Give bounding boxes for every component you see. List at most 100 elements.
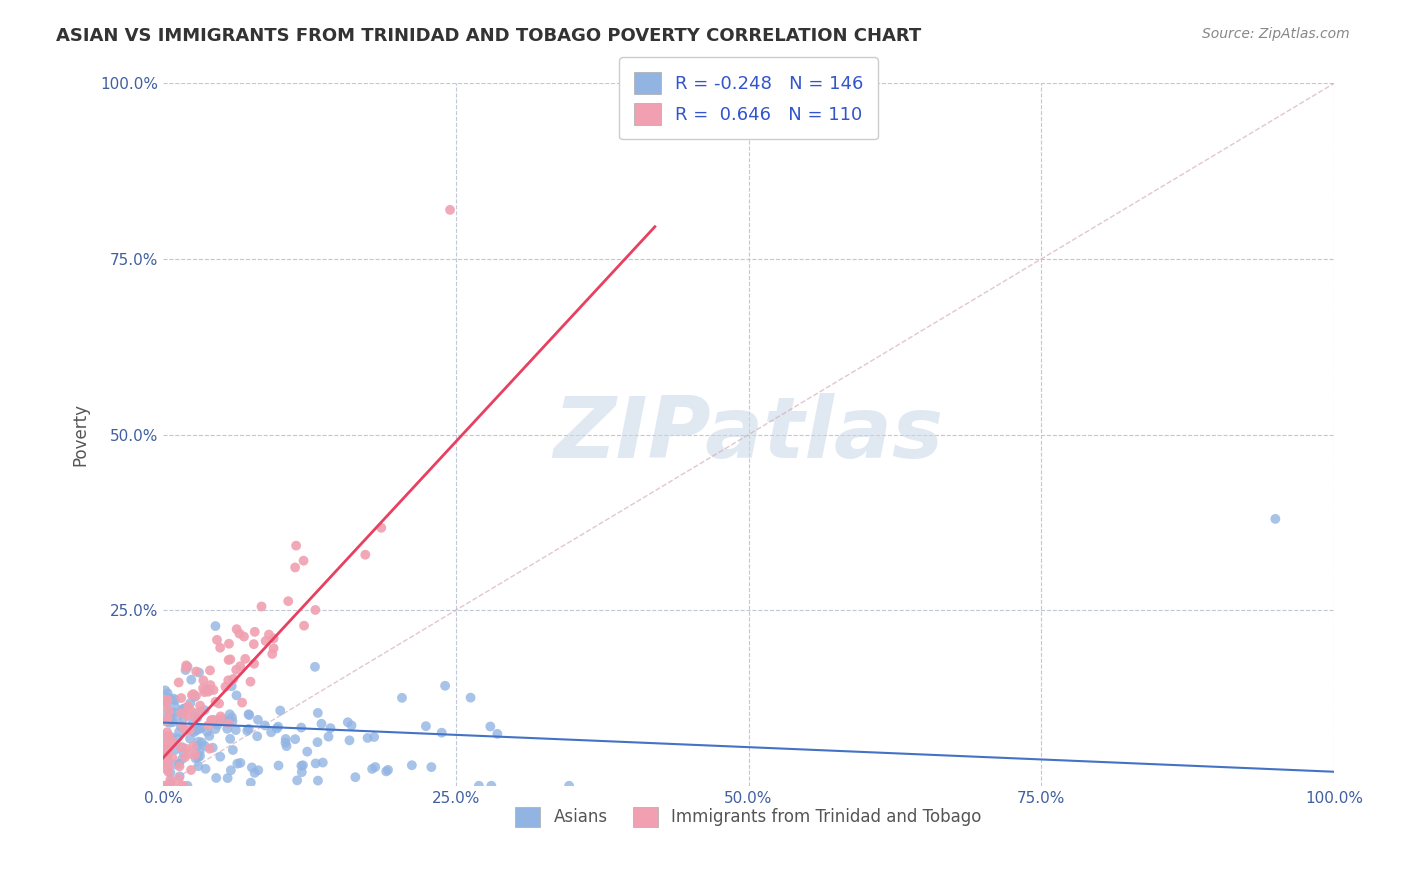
- Point: [176, 779, 198, 793]
- Point: [208, 697, 231, 711]
- Point: [198, 729, 221, 743]
- Point: [172, 719, 194, 733]
- Point: [160, 734, 183, 748]
- Point: [276, 739, 298, 753]
- Point: [181, 687, 204, 701]
- Point: [479, 779, 502, 793]
- Point: [173, 711, 195, 725]
- Point: [186, 711, 208, 725]
- Point: [181, 715, 204, 730]
- Point: [173, 746, 195, 760]
- Point: [183, 690, 205, 704]
- Point: [208, 712, 231, 726]
- Point: [181, 739, 204, 754]
- Point: [162, 715, 184, 730]
- Point: [187, 759, 209, 773]
- Point: [356, 731, 378, 745]
- Point: [486, 727, 509, 741]
- Point: [179, 731, 201, 746]
- Point: [153, 683, 176, 698]
- Point: [157, 729, 180, 743]
- Point: [184, 751, 207, 765]
- Point: [420, 760, 443, 774]
- Point: [184, 689, 207, 703]
- Point: [157, 704, 180, 718]
- Point: [188, 665, 211, 680]
- Point: [170, 740, 193, 755]
- Point: [193, 703, 215, 717]
- Point: [479, 719, 502, 733]
- Point: [238, 707, 260, 722]
- Point: [179, 696, 201, 710]
- Point: [292, 554, 315, 568]
- Point: [377, 763, 399, 777]
- Point: [204, 619, 226, 633]
- Point: [190, 721, 212, 735]
- Point: [157, 764, 180, 779]
- Point: [187, 750, 209, 764]
- Point: [354, 548, 377, 562]
- Point: [434, 679, 457, 693]
- Point: [188, 744, 211, 758]
- Point: [174, 723, 197, 737]
- Point: [228, 626, 250, 640]
- Point: [225, 663, 247, 677]
- Point: [184, 706, 207, 721]
- Point: [188, 722, 211, 736]
- Point: [170, 779, 193, 793]
- Point: [250, 599, 273, 614]
- Point: [219, 764, 242, 778]
- Point: [198, 682, 221, 697]
- Point: [155, 762, 177, 776]
- Point: [173, 701, 195, 715]
- Point: [174, 658, 197, 673]
- Text: ASIAN VS IMMIGRANTS FROM TRINIDAD AND TOBAGO POVERTY CORRELATION CHART: ASIAN VS IMMIGRANTS FROM TRINIDAD AND TO…: [56, 27, 921, 45]
- Legend: Asians, Immigrants from Trinidad and Tobago: Asians, Immigrants from Trinidad and Tob…: [509, 800, 988, 834]
- Point: [222, 743, 245, 757]
- Point: [180, 673, 202, 687]
- Point: [292, 618, 315, 632]
- Point: [159, 765, 181, 780]
- Point: [274, 731, 297, 746]
- Point: [243, 637, 266, 651]
- Point: [439, 202, 461, 217]
- Point: [177, 699, 200, 714]
- Point: [225, 723, 247, 737]
- Point: [184, 710, 207, 724]
- Point: [319, 721, 342, 735]
- Point: [156, 729, 179, 743]
- Point: [160, 731, 183, 745]
- Point: [266, 722, 288, 736]
- Point: [194, 762, 217, 776]
- Point: [239, 674, 262, 689]
- Point: [415, 719, 437, 733]
- Point: [246, 713, 269, 727]
- Point: [170, 691, 193, 706]
- Point: [183, 725, 205, 739]
- Point: [155, 755, 177, 769]
- Point: [253, 718, 276, 732]
- Point: [243, 765, 266, 780]
- Point: [197, 684, 219, 698]
- Point: [207, 718, 229, 732]
- Point: [159, 772, 181, 787]
- Point: [166, 710, 188, 724]
- Point: [219, 652, 242, 666]
- Point: [155, 714, 177, 729]
- Point: [297, 745, 319, 759]
- Point: [304, 603, 326, 617]
- Point: [209, 749, 232, 764]
- Point: [238, 708, 260, 723]
- Text: Source: ZipAtlas.com: Source: ZipAtlas.com: [1202, 27, 1350, 41]
- Point: [172, 705, 194, 719]
- Point: [170, 719, 193, 733]
- Point: [290, 721, 312, 735]
- Point: [361, 762, 384, 776]
- Point: [191, 681, 214, 696]
- Point: [156, 743, 179, 757]
- Point: [225, 622, 247, 636]
- Point: [307, 773, 329, 788]
- Point: [157, 759, 180, 773]
- Point: [240, 760, 263, 774]
- Point: [156, 686, 179, 700]
